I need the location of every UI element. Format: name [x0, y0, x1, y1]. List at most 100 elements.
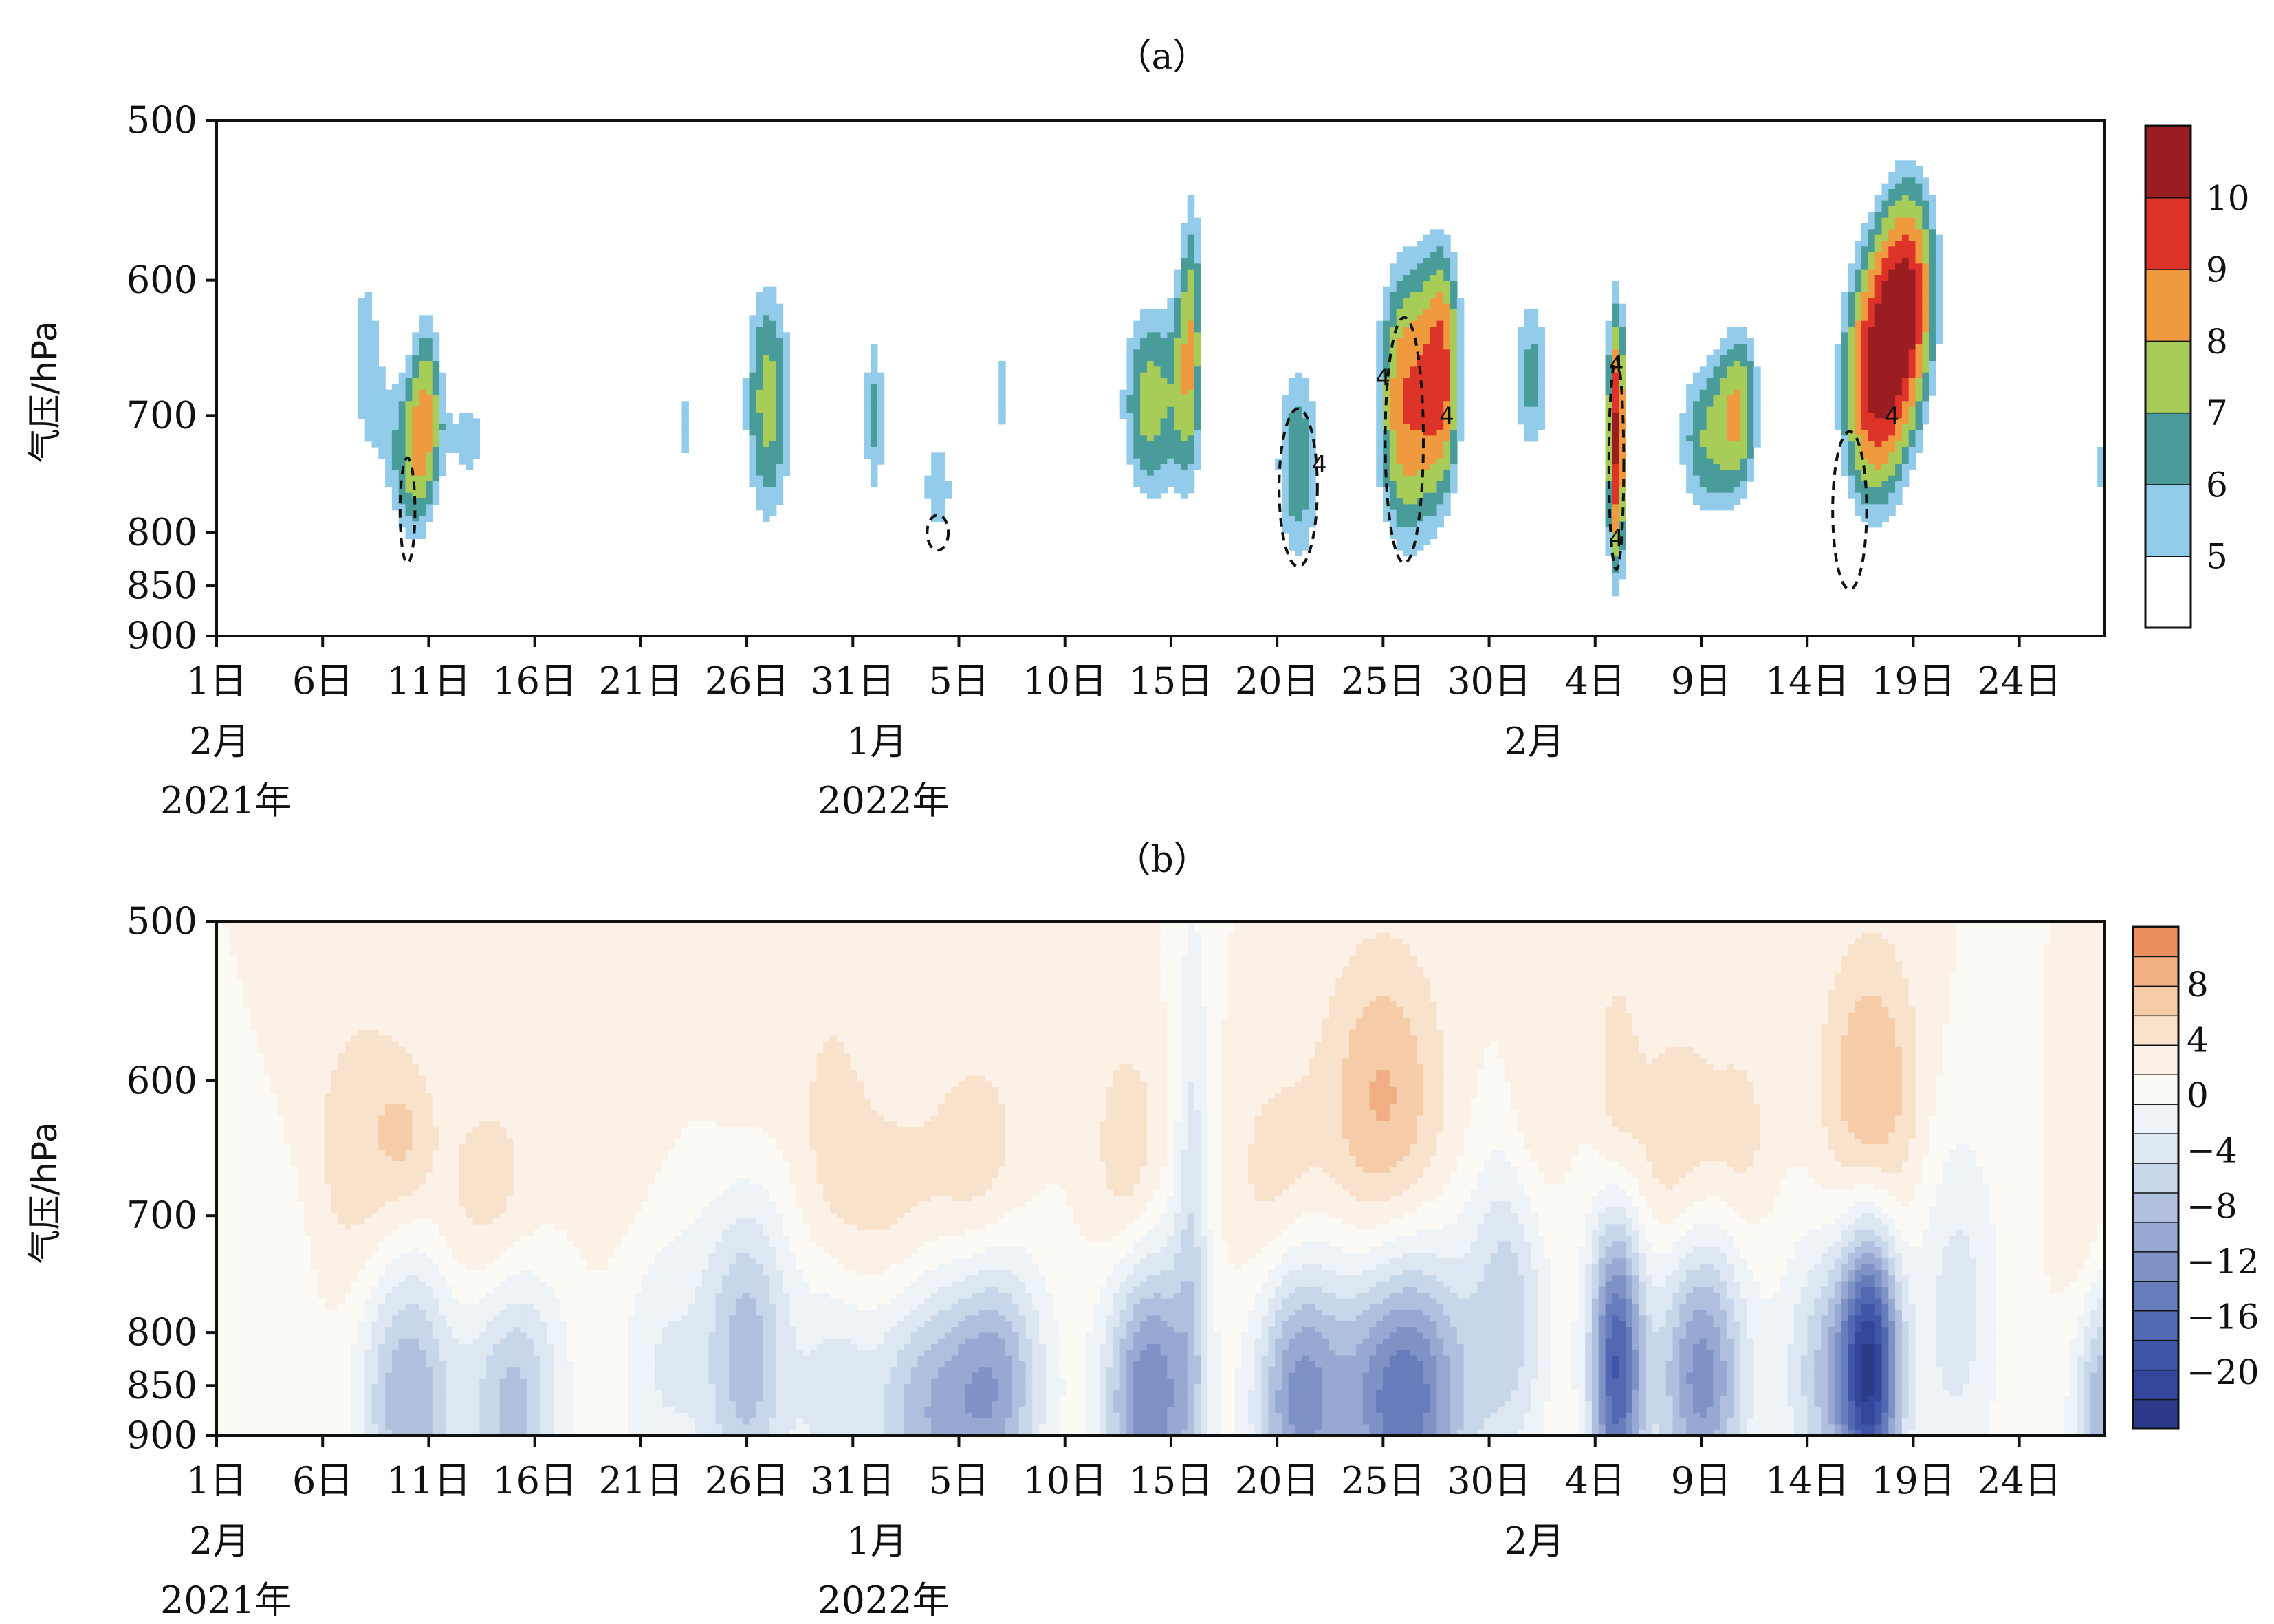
contour-cell: [1855, 464, 1862, 471]
contour-cell: [520, 955, 527, 962]
contour-cell: [1430, 464, 1438, 471]
contour-cell: [520, 932, 527, 939]
contour-cell: [1888, 206, 1896, 213]
contour-cell: [1383, 344, 1390, 351]
contour-cell: [1908, 944, 1916, 951]
contour-cell: [1410, 452, 1417, 459]
contour-cell: [1686, 464, 1694, 471]
contour-cell: [1901, 372, 1910, 379]
contour-cell: [1733, 430, 1741, 437]
contour-cell: [1538, 921, 1545, 928]
contour-cell: [1733, 361, 1741, 368]
contour-cell: [1861, 361, 1869, 368]
contour-cell: [1167, 481, 1174, 488]
contour-cell: [2090, 921, 2098, 928]
contour-cell: [1727, 406, 1734, 413]
contour-cell: [412, 389, 419, 396]
contour-cell: [1733, 441, 1741, 448]
contour-cell: [1780, 938, 1788, 945]
contour-cell: [769, 303, 777, 310]
contour-cell: [783, 384, 790, 391]
x-year-label: 2021年: [160, 779, 292, 822]
contour-cell: [607, 938, 615, 945]
contour-cell: [1167, 320, 1174, 327]
contour-cell: [1295, 458, 1303, 465]
contour-cell: [1146, 418, 1155, 425]
contour-cell: [1901, 944, 1910, 951]
contour-cell: [1773, 927, 1782, 934]
contour-cell: [371, 395, 379, 402]
contour-cell: [1969, 950, 1977, 956]
contour-cell: [1470, 944, 1478, 951]
contour-cell: [250, 944, 258, 951]
contour-cell: [1389, 492, 1397, 499]
contour-line-4: [926, 514, 950, 552]
contour-cell: [391, 401, 400, 408]
contour-cell: [2030, 927, 2037, 934]
contour-cell: [1052, 927, 1060, 934]
contour-cell: [1895, 361, 1903, 368]
contour-cell: [1389, 389, 1397, 396]
contour-cell: [1598, 938, 1606, 945]
contour-cell: [1996, 938, 2004, 945]
contour-cell: [1187, 355, 1195, 362]
contour-cell: [1079, 932, 1087, 939]
contour-cell: [1713, 452, 1720, 459]
contour-cell: [1241, 938, 1249, 945]
contour-cell: [1146, 475, 1155, 482]
contour-cell: [364, 950, 373, 956]
contour-cell: [668, 950, 676, 956]
contour-cell: [985, 950, 993, 956]
contour-cell: [1329, 944, 1337, 951]
contour-cell: [391, 406, 400, 413]
contour-cell: [1140, 320, 1148, 327]
contour-cell: [2097, 938, 2105, 945]
contour-cell: [1389, 292, 1397, 299]
contour-cell: [1727, 338, 1734, 344]
contour-cell: [1578, 921, 1586, 928]
contour-cell: [371, 384, 379, 391]
contour-cell: [385, 932, 393, 939]
contour-cell: [1908, 452, 1916, 459]
contour-cell: [1800, 927, 1808, 934]
contour-cell: [378, 384, 386, 391]
contour-cell: [681, 418, 689, 425]
contour-cell: [1915, 269, 1923, 276]
contour-cell: [1436, 372, 1444, 379]
contour-cell: [1456, 372, 1465, 379]
contour-cell: [1511, 950, 1518, 956]
contour-cell: [2090, 938, 2098, 945]
contour-cell: [756, 303, 763, 310]
contour-cell: [776, 950, 784, 956]
contour-cell: [1538, 361, 1545, 368]
contour-cell: [1868, 332, 1876, 339]
contour-cell: [1855, 401, 1862, 408]
contour-cell: [1376, 418, 1384, 425]
contour-cell: [405, 509, 413, 516]
contour-cell: [1767, 938, 1775, 945]
contour-cell: [1557, 938, 1566, 945]
contour-cell: [1187, 263, 1195, 270]
contour-cell: [763, 344, 770, 351]
contour-cell: [634, 932, 642, 939]
contour-cell: [1281, 475, 1289, 482]
contour-cell: [250, 938, 258, 945]
contour-cell: [749, 349, 756, 356]
contour-cell: [1699, 424, 1707, 430]
contour-cell: [1855, 303, 1862, 310]
contour-cell: [1753, 944, 1761, 951]
contour-cell: [1396, 441, 1404, 448]
contour-cell: [1692, 378, 1701, 385]
contour-cell: [1430, 470, 1438, 476]
contour-cell: [1571, 927, 1579, 934]
contour-cell: [1450, 349, 1458, 356]
contour-cell: [1686, 406, 1694, 413]
contour-cell: [1888, 378, 1896, 385]
contour-cell: [897, 927, 905, 934]
contour-cell: [1376, 344, 1384, 351]
contour-cell: [378, 932, 386, 939]
contour-cell: [1733, 475, 1741, 482]
contour-cell: [277, 927, 285, 934]
contour-cell: [358, 406, 366, 413]
contour-cell: [1302, 458, 1309, 465]
